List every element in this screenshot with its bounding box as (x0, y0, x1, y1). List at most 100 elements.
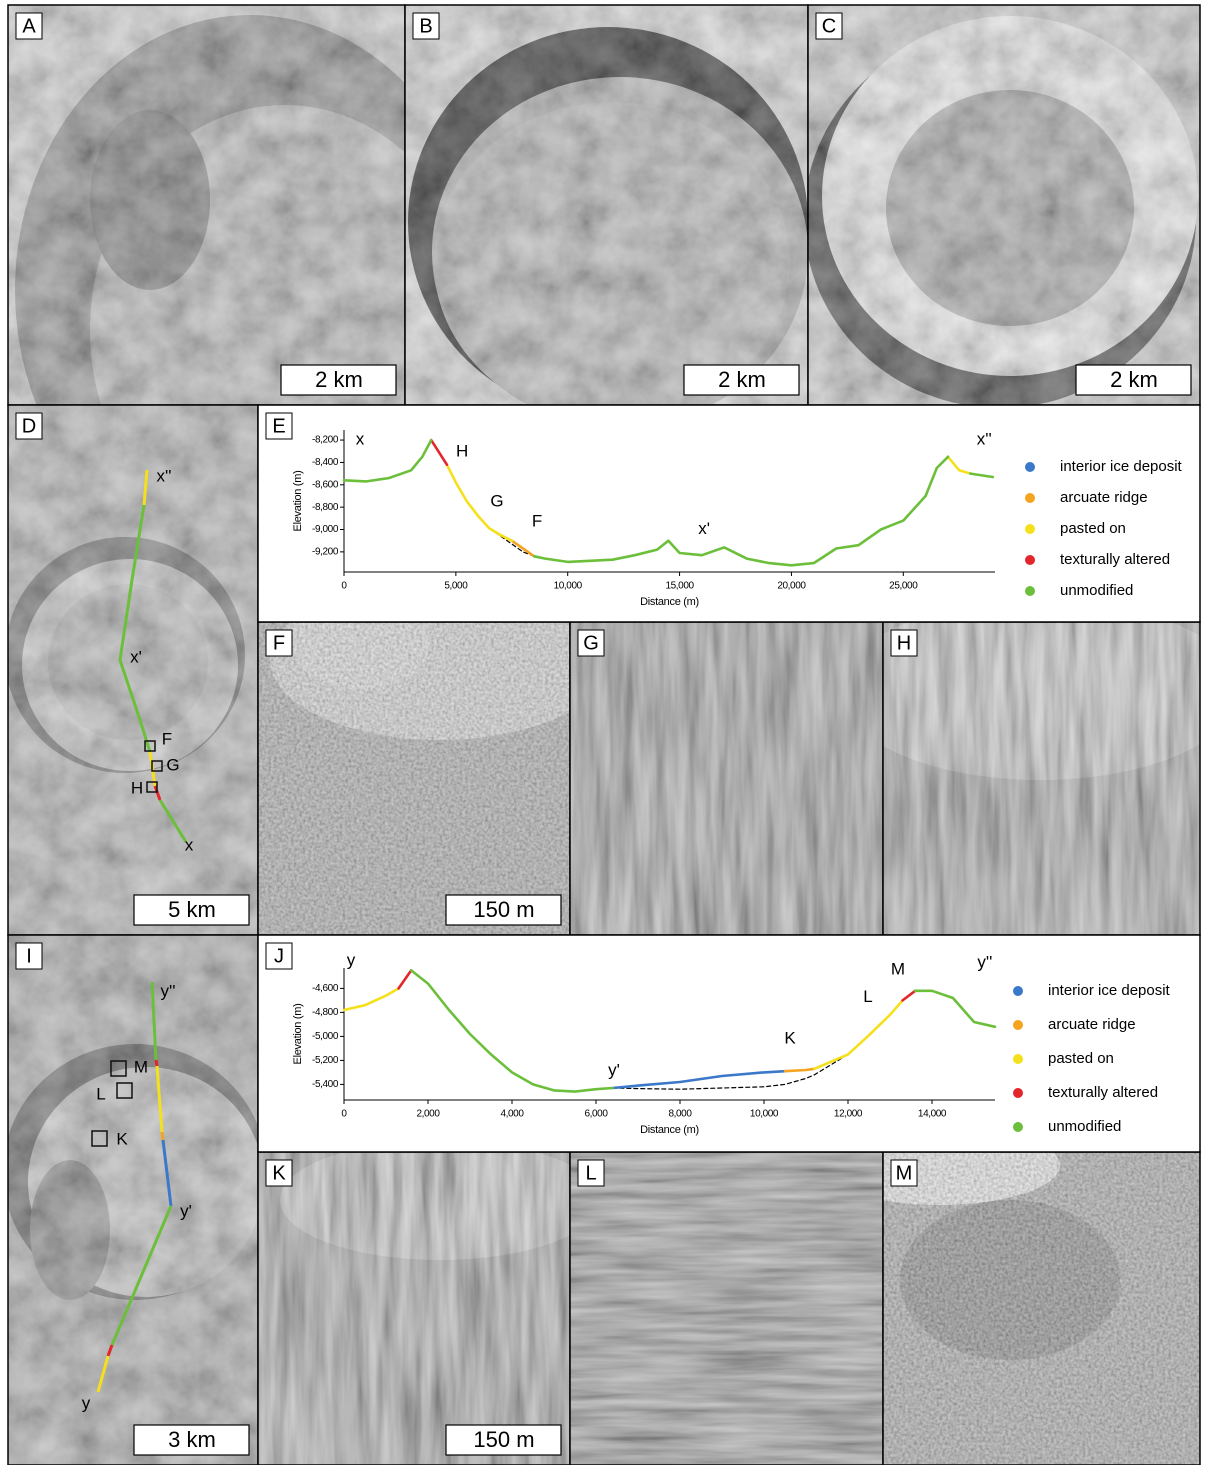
scale-bar-box (133, 1424, 250, 1456)
scale-bar-label: 3 km (168, 1427, 216, 1452)
image-texture (883, 1152, 1200, 1465)
legend-label: interior ice deposit (1060, 458, 1183, 475)
legend-label: unmodified (1048, 1118, 1121, 1135)
inset-box (91, 1130, 108, 1147)
panel-label-box (265, 1159, 293, 1187)
panel-label: K (272, 1162, 286, 1184)
legend-marker (1025, 555, 1035, 565)
profile-annotation: y' (608, 1061, 620, 1080)
profile-line (397, 969, 917, 1002)
scale-bar-box (133, 894, 250, 926)
profile-line (342, 438, 995, 567)
traverse-segment (154, 1059, 159, 1067)
image-texture (8, 405, 258, 935)
image-texture (8, 935, 258, 1465)
profile-annotation: x (356, 430, 365, 449)
legend-marker (1025, 524, 1035, 534)
x-axis-label: Distance (m) (640, 596, 699, 608)
legend-marker (1013, 1122, 1023, 1132)
scale-bar-label: 5 km (168, 897, 216, 922)
y-axis-label: Elevation (m) (292, 1004, 304, 1065)
x-tick-label: 4,000 (500, 1109, 524, 1120)
traverse-segment (161, 1139, 173, 1207)
chart-panel-bg (257, 934, 1201, 1153)
traverse-segment (153, 785, 162, 801)
profile-line (429, 438, 449, 466)
traverse-segment (155, 1065, 164, 1133)
profile-annotation: F (532, 511, 542, 530)
y-tick-label: -4,800 (312, 1007, 339, 1018)
x-tick-label: 6,000 (584, 1109, 608, 1120)
profile-annotation: H (456, 442, 468, 461)
legend-marker (1025, 462, 1035, 472)
x-tick-label: 14,000 (918, 1109, 947, 1120)
scale-bar-label: 2 km (1110, 367, 1158, 392)
panel-label-box (15, 12, 43, 40)
scale-bar-label: 2 km (315, 367, 363, 392)
legend-label: texturally altered (1060, 551, 1170, 568)
panel-label: G (583, 632, 599, 654)
traverse-segment (158, 799, 188, 843)
image-panel (883, 622, 1200, 935)
x-tick-label: 25,000 (889, 581, 918, 592)
panel-label: M (896, 1162, 913, 1184)
image-panel (8, 5, 405, 405)
panel-label: A (22, 15, 36, 37)
traverse-segment (110, 1205, 173, 1346)
panel-label: D (22, 415, 36, 437)
panel-label: I (26, 945, 32, 967)
x-tick-label: 10,000 (554, 581, 583, 592)
legend-label: pasted on (1048, 1050, 1114, 1067)
profile-line (783, 1067, 816, 1073)
y-tick-label: -5,200 (312, 1055, 339, 1066)
profile-annotation: L (863, 987, 872, 1006)
profile-line (510, 539, 536, 558)
reference-profile (612, 1053, 849, 1090)
traverse-segment (106, 1344, 114, 1357)
y-tick-label: -9,000 (312, 524, 339, 535)
traverse-segment (118, 504, 152, 753)
panel-label-box (890, 1159, 918, 1187)
panel-label-box (15, 942, 43, 970)
profile-line (611, 1069, 787, 1090)
y-tick-label: -5,400 (312, 1079, 339, 1090)
y-tick-label: -9,200 (312, 547, 339, 558)
map-label: K (116, 1129, 128, 1148)
y-tick-label: -8,400 (312, 457, 339, 468)
scale-bar-label: 150 m (473, 897, 534, 922)
inset-box (151, 760, 163, 772)
image-panel (258, 622, 570, 935)
scale-bar-box (1075, 364, 1192, 396)
map-label: M (134, 1057, 148, 1076)
panel-label-box (890, 629, 918, 657)
profile-annotation: y'' (977, 953, 992, 972)
map-label: x (185, 835, 194, 854)
traverse-segment (150, 981, 158, 1061)
traverse-segment (142, 469, 149, 506)
image-panel (570, 622, 883, 935)
map-label: y' (180, 1201, 192, 1220)
panel-label-box (815, 12, 843, 40)
map-label: y (82, 1393, 91, 1412)
legend-label: arcuate ridge (1060, 489, 1148, 506)
x-tick-label: 2,000 (416, 1109, 440, 1120)
profile-annotation: K (784, 1028, 796, 1047)
legend-marker (1013, 1020, 1023, 1030)
x-tick-label: 0 (341, 581, 347, 592)
profile-line (409, 969, 997, 1093)
x-tick-label: 10,000 (750, 1109, 779, 1120)
panel-label: B (419, 15, 432, 37)
legend-marker (1025, 586, 1035, 596)
traverse-segment (160, 1131, 165, 1141)
scale-bar-box (683, 364, 800, 396)
map-label: x' (130, 647, 142, 666)
legend-marker (1025, 493, 1035, 503)
image-panel (8, 935, 258, 1465)
image-panel (808, 5, 1200, 405)
image-panel (570, 1152, 883, 1465)
scale-bar-box (445, 894, 562, 926)
x-tick-label: 8,000 (668, 1109, 692, 1120)
inset-box (144, 740, 156, 752)
inset-box (116, 1082, 133, 1099)
